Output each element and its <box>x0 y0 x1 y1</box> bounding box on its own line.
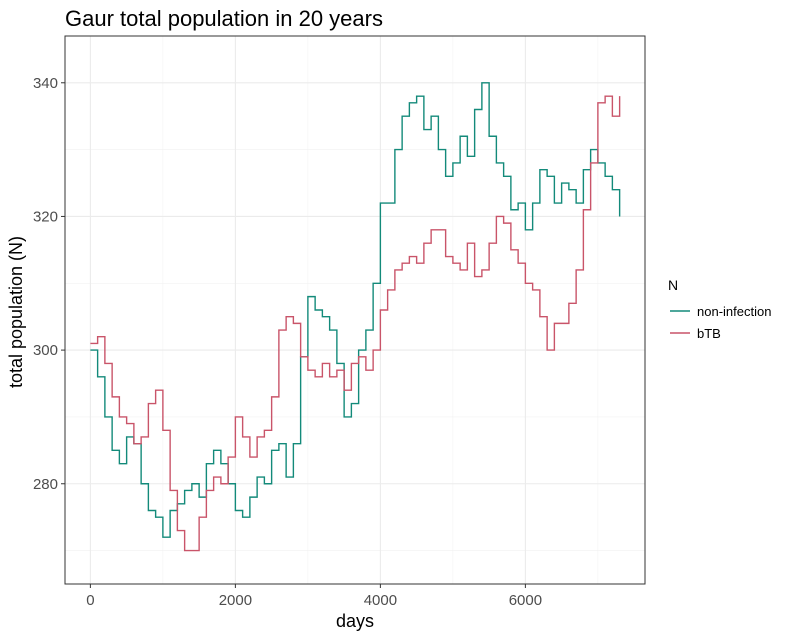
y-tick-label: 340 <box>33 75 58 92</box>
y-tick-label: 300 <box>33 342 58 359</box>
plot-panel-border <box>64 35 646 585</box>
x-tick-label: 6000 <box>509 592 542 609</box>
x-tick-label: 2000 <box>219 592 252 609</box>
legend: N non-infection bTB <box>668 277 771 341</box>
y-tick-label: 320 <box>33 208 58 225</box>
series-line-btb <box>90 95 621 552</box>
chart-title: Gaur total population in 20 years <box>65 6 383 31</box>
legend-title: N <box>668 277 678 293</box>
legend-label-non-infection: non-infection <box>697 304 771 319</box>
x-tick-label: 4000 <box>364 592 397 609</box>
x-tick-label: 0 <box>86 592 94 609</box>
axis-ticks: 0 2000 4000 6000 280 300 320 340 <box>33 75 542 609</box>
series-line-non-infection <box>90 82 621 538</box>
series-lines <box>90 82 621 552</box>
y-axis-title: total population (N) <box>6 236 26 388</box>
y-tick-label: 280 <box>33 476 58 493</box>
x-axis-title: days <box>336 611 374 631</box>
legend-label-btb: bTB <box>697 326 721 341</box>
